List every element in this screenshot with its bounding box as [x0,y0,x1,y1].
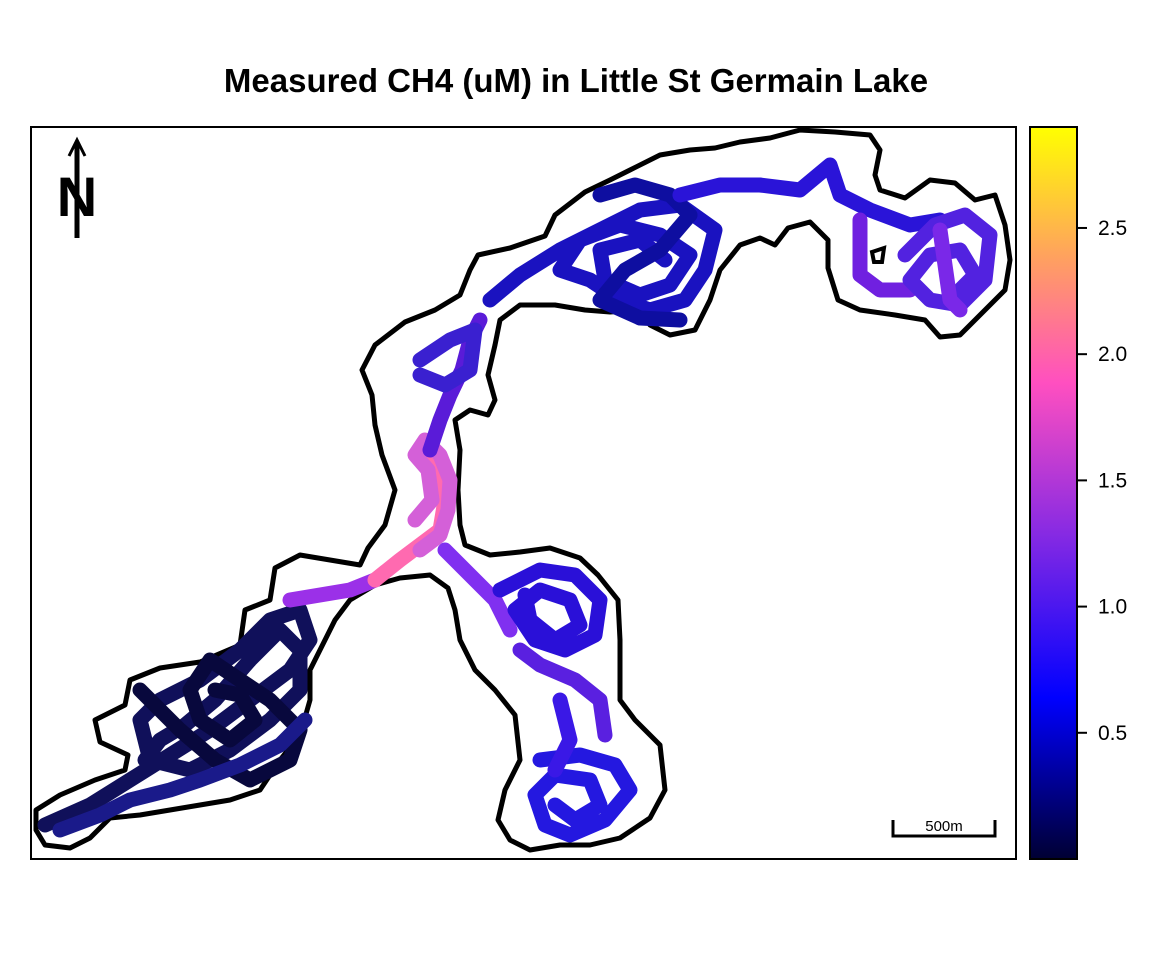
scale-bar-label: 500m [925,818,963,835]
scale-bar: 500m [891,818,997,838]
map-title: Measured CH4 (uM) in Little St Germain L… [223,62,929,99]
legend-tick-label: 0.5 [1098,722,1127,745]
color-bar [1029,126,1078,860]
track-sw-channel [282,572,383,608]
legend-tick-label: 2.5 [1098,217,1127,240]
legend-tick-label: 2.0 [1098,343,1127,366]
legend-tick-label: 1.0 [1098,596,1127,619]
survey-tracks [37,157,998,843]
island-outline [869,245,887,264]
track-south-connector [512,642,613,743]
legend-ticks: 0.5 1.0 1.5 2.0 2.5 [1077,217,1127,745]
track-sw-basin-3 [52,712,313,838]
track-south-channel [437,542,518,638]
legend-tick-label: 1.5 [1098,469,1127,492]
track-south-basin [492,562,608,658]
north-arrow-label: N [57,165,97,228]
north-arrow-icon: N [57,136,97,238]
track-north-basin-2 [592,177,698,328]
track-south-link [547,692,578,778]
track-ne-channel [672,157,948,233]
track-south-lower-basin [527,747,638,843]
lake-shoreline [33,127,1013,853]
track-ne-arm [852,212,918,298]
track-north-basin [482,197,723,318]
track-north-loop [412,322,483,393]
track-ne-basin-2 [932,222,968,318]
color-legend: 0.5 1.0 1.5 2.0 2.5 [1029,126,1127,860]
